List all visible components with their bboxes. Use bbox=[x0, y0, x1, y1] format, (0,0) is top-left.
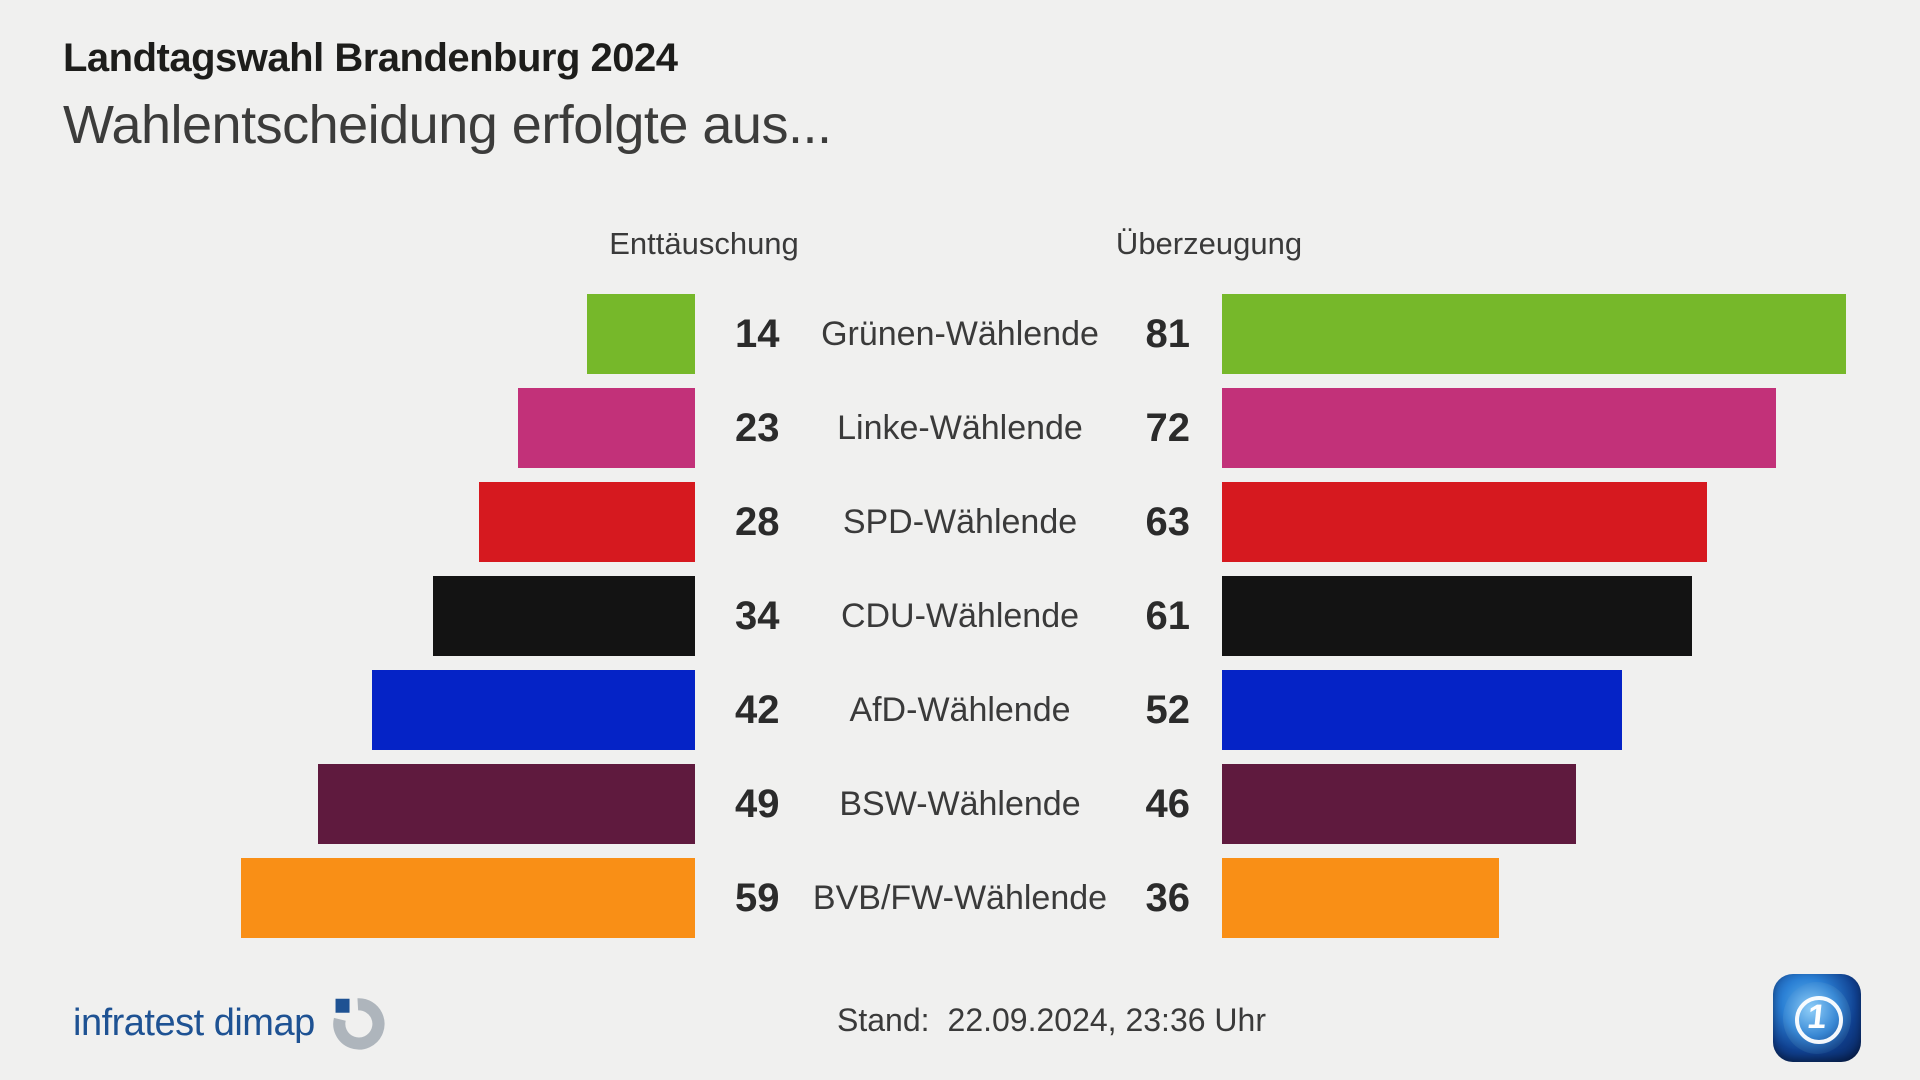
category-label: BSW-Wählende bbox=[839, 785, 1081, 823]
chart-row: 49 BSW-Wählende 46 bbox=[0, 764, 1920, 844]
category-label: CDU-Wählende bbox=[840, 597, 1080, 635]
ard-one-glyph: 1 bbox=[1805, 998, 1829, 1036]
timestamp: Stand: 22.09.2024, 23:36 Uhr bbox=[837, 1002, 1266, 1039]
value-enttaeuschung: 49 bbox=[735, 782, 780, 826]
bar-ueberzeugung bbox=[1222, 858, 1499, 938]
bar-ueberzeugung bbox=[1222, 764, 1576, 844]
chart-row: 34 CDU-Wählende 61 bbox=[0, 576, 1920, 656]
chart-row: 59 BVB/FW-Wählende 36 bbox=[0, 858, 1920, 938]
bar-enttaeuschung bbox=[318, 764, 695, 844]
value-enttaeuschung: 14 bbox=[735, 312, 780, 356]
infratest-dimap-icon bbox=[332, 998, 385, 1050]
ard-tagesschau-icon: 1 bbox=[1773, 974, 1861, 1062]
category-label: Grünen-Wählende bbox=[821, 315, 1099, 353]
value-enttaeuschung: 28 bbox=[735, 500, 780, 544]
bar-enttaeuschung bbox=[433, 576, 695, 656]
source-logo-text: infratest dimap bbox=[73, 1001, 315, 1044]
value-enttaeuschung: 34 bbox=[735, 594, 780, 638]
source-logo: infratest dimap bbox=[73, 995, 385, 1051]
page-title: Landtagswahl Brandenburg 2024 bbox=[63, 36, 678, 80]
bar-enttaeuschung bbox=[518, 388, 695, 468]
value-ueberzeugung: 52 bbox=[1145, 688, 1191, 732]
value-ueberzeugung: 61 bbox=[1145, 594, 1191, 638]
diverging-bar-chart: 14 Grünen-Wählende 81 23 Linke-Wählende … bbox=[0, 294, 1920, 944]
ring-icon bbox=[1795, 996, 1843, 1044]
category-label: AfD-Wählende bbox=[849, 691, 1071, 729]
column-header-enttaeuschung: Enttäuschung bbox=[609, 226, 799, 261]
value-ueberzeugung: 72 bbox=[1145, 406, 1191, 450]
value-enttaeuschung: 42 bbox=[735, 688, 780, 732]
value-enttaeuschung: 59 bbox=[735, 876, 780, 920]
category-label: SPD-Wählende bbox=[842, 503, 1078, 541]
category-label: Linke-Wählende bbox=[837, 409, 1083, 447]
column-header-ueberzeugung: Überzeugung bbox=[1115, 226, 1303, 261]
category-label: BVB/FW-Wählende bbox=[812, 879, 1108, 917]
chart-row: 23 Linke-Wählende 72 bbox=[0, 388, 1920, 468]
bar-ueberzeugung bbox=[1222, 294, 1846, 374]
page-subtitle: Wahlentscheidung erfolgte aus... bbox=[63, 95, 832, 155]
value-enttaeuschung: 23 bbox=[735, 406, 780, 450]
value-ueberzeugung: 63 bbox=[1145, 500, 1191, 544]
bar-ueberzeugung bbox=[1222, 388, 1776, 468]
timestamp-value: 22.09.2024, 23:36 Uhr bbox=[947, 1002, 1266, 1038]
timestamp-label: Stand: bbox=[837, 1002, 930, 1038]
bar-ueberzeugung bbox=[1222, 576, 1692, 656]
bar-ueberzeugung bbox=[1222, 670, 1622, 750]
bar-enttaeuschung bbox=[479, 482, 695, 562]
bar-enttaeuschung bbox=[587, 294, 695, 374]
value-ueberzeugung: 81 bbox=[1145, 312, 1191, 356]
bar-enttaeuschung bbox=[372, 670, 695, 750]
bar-ueberzeugung bbox=[1222, 482, 1707, 562]
chart-row: 42 AfD-Wählende 52 bbox=[0, 670, 1920, 750]
value-ueberzeugung: 36 bbox=[1145, 876, 1191, 920]
chart-row: 28 SPD-Wählende 63 bbox=[0, 482, 1920, 562]
value-ueberzeugung: 46 bbox=[1145, 782, 1191, 826]
bar-enttaeuschung bbox=[241, 858, 695, 938]
chart-row: 14 Grünen-Wählende 81 bbox=[0, 294, 1920, 374]
